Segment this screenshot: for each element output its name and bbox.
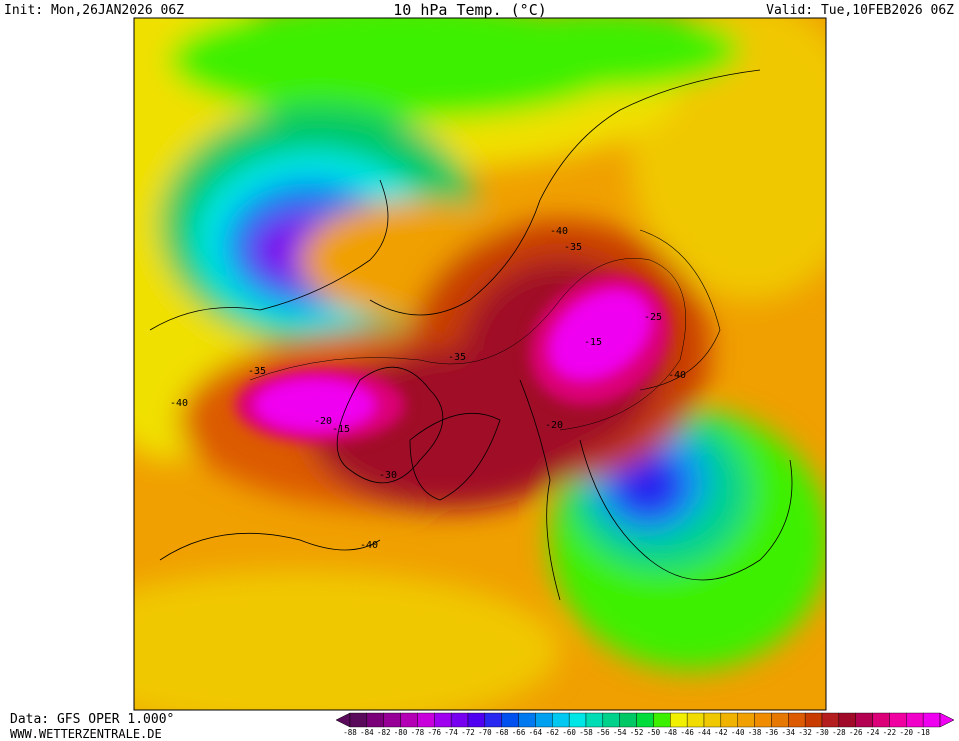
scale-label: -60: [562, 728, 576, 737]
website: WWW.WETTERZENTRALE.DE: [10, 727, 162, 741]
scale-label: -46: [680, 728, 694, 737]
scale-swatch: [720, 712, 738, 728]
scale-label: -20: [900, 728, 914, 737]
scale-swatch: [670, 712, 688, 728]
scale-swatch: [602, 712, 620, 728]
scale-swatch: [771, 712, 789, 728]
scale-label: -22: [883, 728, 897, 737]
scale-swatch: [400, 712, 418, 728]
scale-swatch: [383, 712, 401, 728]
scale-swatch: [821, 712, 840, 728]
scale-swatch: [838, 712, 856, 728]
scale-swatch: [889, 712, 907, 728]
map-title: 10 hPa Temp. (°C): [393, 1, 547, 19]
scale-label: -28: [832, 728, 846, 737]
scale-label: -74: [444, 728, 458, 737]
color-scale: -88 -84 -82 -80 -78 -76 -74 -72 -70 -68 -66 -64 -62-…: [335, 712, 955, 737]
scale-swatch: [417, 712, 435, 728]
scale-label: -70: [478, 728, 492, 737]
scale-label: -38: [748, 728, 762, 737]
scale-label: -68: [495, 728, 509, 737]
scale-arrow: [939, 712, 955, 728]
scale-label: -42: [714, 728, 728, 737]
scale-swatch: [804, 712, 823, 728]
scale-label: -52: [630, 728, 644, 737]
scale-arrow: [335, 712, 351, 728]
map-frame: [133, 17, 827, 711]
scale-label: -66: [512, 728, 526, 737]
scale-swatch: [619, 712, 637, 728]
scale-label: -76: [428, 728, 442, 737]
scale-label: -72: [461, 728, 475, 737]
scale-label: -88: [343, 728, 357, 737]
scale-swatch: [737, 712, 755, 728]
scale-label: -54: [613, 728, 627, 737]
scale-label: -50: [647, 728, 661, 737]
scale-label: -56: [596, 728, 610, 737]
scale-swatch: [501, 712, 519, 728]
scale-swatch: [349, 712, 368, 728]
scale-swatch: [484, 712, 502, 728]
init-time: Init: Mon,26JAN2026 06Z: [4, 3, 184, 18]
scale-swatch: [906, 712, 924, 728]
contour-label: -35: [564, 242, 582, 253]
scale-label: -82: [377, 728, 391, 737]
contour-label: -40: [360, 540, 378, 551]
scale-swatch: [686, 712, 705, 728]
scale-label: -80: [394, 728, 408, 737]
scale-label: -84: [360, 728, 374, 737]
scale-swatch: [518, 712, 536, 728]
contour-label: -35: [248, 366, 266, 377]
scale-label: -48: [664, 728, 678, 737]
scale-swatch: [653, 712, 671, 728]
scale-swatch: [703, 712, 722, 728]
contour-label: -15: [584, 337, 602, 348]
scale-label: -32: [798, 728, 812, 737]
contour-label: -20: [545, 420, 563, 431]
temperature-field: -35 -40 -15 -20 -35 -40 -35 -25 -15 -20 …: [134, 18, 826, 710]
contour-label: -15: [332, 424, 350, 435]
coastlines: [149, 69, 793, 601]
scale-label: -62: [546, 728, 560, 737]
scale-label: -40: [731, 728, 745, 737]
scale-swatch: [585, 712, 604, 728]
scale-label: -26: [849, 728, 863, 737]
contour-label: -25: [644, 312, 662, 323]
scale-label: -58: [579, 728, 593, 737]
contour-label: -40: [170, 398, 188, 409]
scale-label: -78: [411, 728, 425, 737]
contour-label: -30: [379, 470, 397, 481]
scale-swatch: [366, 712, 384, 728]
scale-swatch: [922, 712, 941, 728]
contour-label: -35: [448, 352, 466, 363]
scale-label: -30: [815, 728, 829, 737]
contour-label: -40: [668, 370, 686, 381]
scale-swatch: [754, 712, 772, 728]
scale-swatch: [568, 712, 587, 728]
scale-swatch: [450, 712, 469, 728]
scale-label: -24: [866, 728, 880, 737]
scale-label: -36: [765, 728, 779, 737]
scale-swatch: [788, 712, 806, 728]
scale-swatch: [467, 712, 486, 728]
scale-swatch: [535, 712, 553, 728]
scale-label: -18: [916, 728, 930, 737]
scale-label: -34: [782, 728, 796, 737]
valid-time: Valid: Tue,10FEB2026 06Z: [766, 3, 954, 18]
scale-swatch: [855, 712, 873, 728]
scale-swatch: [636, 712, 654, 728]
scale-label: -44: [697, 728, 711, 737]
scale-swatch: [434, 712, 452, 728]
contour-label: -40: [550, 226, 568, 237]
scale-swatch: [872, 712, 890, 728]
scale-swatch: [552, 712, 570, 728]
contour-label: -20: [314, 416, 332, 427]
scale-label: -64: [529, 728, 543, 737]
data-source: Data: GFS OPER 1.000°: [10, 712, 174, 727]
